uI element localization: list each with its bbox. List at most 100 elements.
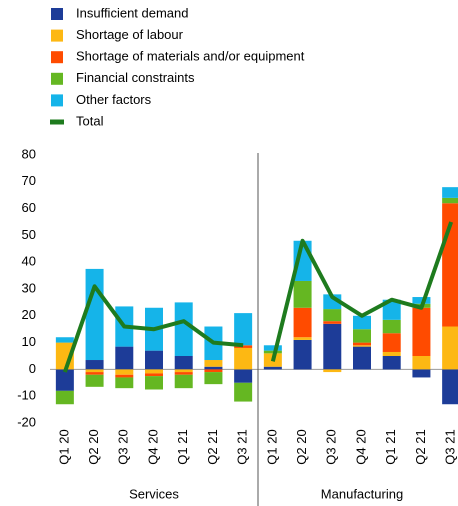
bar [263, 350, 282, 354]
bar [85, 369, 104, 373]
legend-label: Total [76, 113, 104, 128]
legend-swatch [51, 8, 63, 20]
bar [442, 197, 458, 204]
bar [263, 366, 282, 370]
x-tick-label: Q3 20 [116, 429, 131, 464]
y-tick-label: 80 [22, 146, 36, 161]
y-tick-label: -10 [17, 388, 36, 403]
bar [174, 369, 193, 373]
x-tick-label: Q2 21 [413, 429, 428, 464]
bar [442, 187, 458, 198]
x-tick-label: Q4 20 [145, 429, 160, 464]
bar [353, 329, 371, 343]
x-tick-label: Q2 20 [86, 429, 101, 464]
bar [323, 369, 342, 373]
bar [174, 374, 193, 389]
y-tick-label: 40 [22, 254, 36, 269]
bar [234, 347, 253, 370]
bar [353, 315, 371, 330]
bar [204, 369, 223, 373]
bar [412, 356, 431, 370]
y-tick-label: 0 [29, 361, 36, 376]
bar [353, 346, 371, 370]
bar [115, 374, 134, 378]
x-tick-label: Q4 20 [353, 429, 368, 464]
y-tick-label: 60 [22, 200, 36, 215]
bar [412, 369, 431, 378]
bar [293, 280, 312, 308]
bar [115, 369, 134, 375]
x-tick-label: Q1 21 [175, 429, 190, 464]
bar [382, 351, 401, 356]
bar [145, 373, 163, 377]
bar [174, 372, 193, 375]
bar [55, 337, 74, 343]
bar [442, 369, 458, 405]
bar [293, 307, 312, 338]
bar [204, 366, 223, 370]
total-line [62, 284, 244, 373]
x-tick-label: Q2 20 [294, 429, 309, 464]
bar [145, 369, 163, 374]
bar [263, 345, 282, 351]
bar [234, 369, 253, 383]
legend-label: Other factors [76, 92, 152, 107]
bar [204, 372, 223, 385]
legend-swatch [50, 119, 64, 125]
bar [115, 346, 134, 370]
bar [85, 360, 104, 370]
x-tick-label: Q1 20 [56, 429, 71, 464]
x-tick-label: Q1 20 [264, 429, 279, 464]
x-tick-label: Q3 21 [235, 429, 250, 464]
legend-label: Shortage of labour [76, 27, 184, 42]
y-tick-label: -20 [17, 414, 36, 429]
bar [115, 377, 134, 389]
x-tick-label: Q3 21 [443, 429, 458, 464]
bar [234, 345, 253, 348]
legend-label: Shortage of materials and/or equipment [76, 49, 305, 64]
bar [412, 307, 431, 356]
legend-swatch [51, 72, 63, 85]
group-label: Manufacturing [321, 486, 403, 501]
y-tick-label: 50 [22, 227, 36, 242]
bar [234, 382, 253, 402]
x-tick-label: Q3 20 [324, 429, 339, 464]
x-tick-label: Q2 21 [205, 429, 220, 464]
bar [85, 372, 104, 375]
bar [323, 323, 342, 370]
bar [382, 356, 401, 370]
total-line [270, 221, 454, 362]
y-tick-label: 30 [22, 280, 36, 295]
y-tick-label: 70 [22, 173, 36, 188]
bar [293, 337, 312, 340]
bar [145, 376, 163, 390]
group-label: Services [129, 486, 179, 501]
legend-label: Insufficient demand [76, 5, 189, 20]
bar [174, 302, 193, 356]
x-tick-label: Q1 21 [383, 429, 398, 464]
bar [412, 297, 431, 304]
bar [382, 299, 401, 320]
legend-swatch [51, 51, 63, 64]
bar [145, 350, 163, 370]
y-tick-label: 20 [22, 307, 36, 322]
bar [85, 374, 104, 387]
bar [55, 390, 74, 405]
bar [204, 360, 223, 367]
bar [323, 309, 342, 322]
bar [323, 321, 342, 324]
bar [85, 268, 104, 361]
bar [382, 319, 401, 334]
bar [442, 326, 458, 370]
legend-swatch [51, 94, 63, 107]
legend-label: Financial constraints [76, 70, 195, 85]
bar [174, 356, 193, 370]
bar [234, 313, 253, 346]
bar [382, 333, 401, 352]
y-tick-label: 10 [22, 334, 36, 349]
bar [293, 339, 312, 370]
legend-swatch [51, 29, 63, 42]
bar [55, 369, 74, 391]
bar [353, 345, 371, 347]
